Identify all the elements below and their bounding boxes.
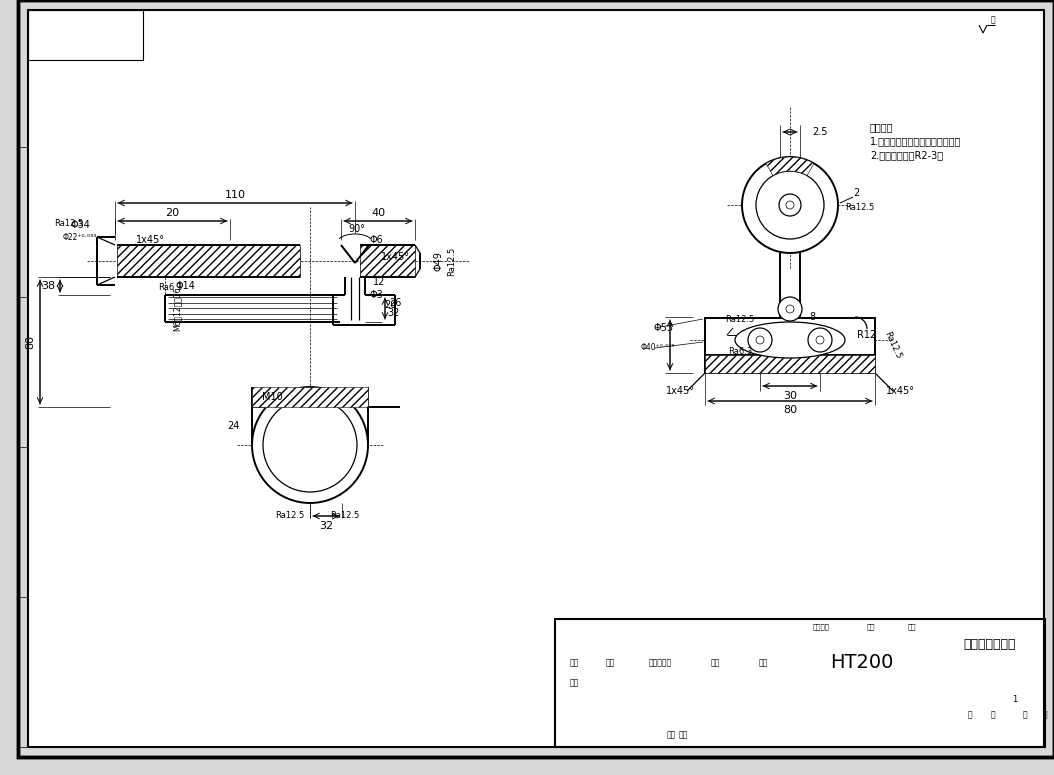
Text: 处数: 处数 <box>606 659 616 667</box>
Circle shape <box>756 336 764 344</box>
Text: Ra12.5: Ra12.5 <box>330 511 359 519</box>
Text: Ra6.3: Ra6.3 <box>728 346 753 356</box>
Wedge shape <box>766 157 814 176</box>
Circle shape <box>786 305 794 313</box>
Circle shape <box>748 328 772 352</box>
Text: 24: 24 <box>228 421 240 431</box>
Text: 重量: 重量 <box>866 624 875 630</box>
Text: Ra12.5: Ra12.5 <box>448 246 456 276</box>
Text: Φ40⁺⁰·⁰³⁹: Φ40⁺⁰·⁰³⁹ <box>641 343 675 353</box>
Circle shape <box>778 297 802 321</box>
Text: 30: 30 <box>783 391 797 401</box>
Bar <box>360 245 415 277</box>
Circle shape <box>786 201 794 209</box>
Text: 32: 32 <box>387 308 399 318</box>
Circle shape <box>816 336 824 344</box>
Text: 签字: 签字 <box>710 659 720 667</box>
Text: 日期: 日期 <box>679 731 687 739</box>
Text: 日期: 日期 <box>759 659 767 667</box>
Circle shape <box>252 387 368 503</box>
Text: Φ14: Φ14 <box>175 281 195 291</box>
Circle shape <box>779 194 801 216</box>
Text: 1x45°: 1x45° <box>885 386 915 396</box>
Bar <box>117 245 300 277</box>
Text: 110: 110 <box>225 190 246 200</box>
Bar <box>28 10 143 60</box>
Text: M6深12螺纹16: M6深12螺纹16 <box>173 286 181 331</box>
Text: 张: 张 <box>991 711 995 719</box>
Text: 1x45°: 1x45° <box>136 235 164 245</box>
Text: 80: 80 <box>783 405 797 415</box>
Text: 20: 20 <box>165 208 179 218</box>
Circle shape <box>808 328 832 352</box>
Text: 共: 共 <box>968 711 972 719</box>
Text: HT200: HT200 <box>829 653 893 673</box>
Text: 技术要求: 技术要求 <box>870 122 894 132</box>
Text: Φ53: Φ53 <box>653 323 674 333</box>
Text: 设计: 设计 <box>569 678 579 687</box>
Circle shape <box>742 157 838 253</box>
Text: Ra6.3: Ra6.3 <box>158 283 182 291</box>
Text: 第: 第 <box>1022 711 1028 719</box>
Text: 批: 批 <box>991 16 995 25</box>
Text: 十字接头零件图: 十字接头零件图 <box>963 639 1016 652</box>
Text: 单位名称: 单位名称 <box>813 624 829 630</box>
Circle shape <box>756 171 824 239</box>
Text: Ra12.5: Ra12.5 <box>883 330 903 360</box>
Ellipse shape <box>735 322 845 358</box>
Text: Ra12.5: Ra12.5 <box>725 315 755 325</box>
Text: 1: 1 <box>1013 694 1017 704</box>
Text: 1x45°: 1x45° <box>665 386 695 396</box>
Text: Φ3: Φ3 <box>369 290 383 300</box>
Text: 1.铸件不得有砂眼、气孔等缺陷。: 1.铸件不得有砂眼、气孔等缺陷。 <box>870 136 961 146</box>
Text: 20: 20 <box>384 300 396 310</box>
Text: M10: M10 <box>261 392 282 402</box>
Circle shape <box>264 398 357 492</box>
Text: 40: 40 <box>371 208 385 218</box>
Bar <box>705 318 875 373</box>
Text: Ra12.5: Ra12.5 <box>54 219 83 228</box>
Text: R12: R12 <box>857 330 877 340</box>
Text: 38: 38 <box>41 281 55 291</box>
Text: 90°: 90° <box>349 224 366 234</box>
Bar <box>705 355 875 373</box>
Text: 2: 2 <box>853 188 859 198</box>
Text: Φ34: Φ34 <box>71 220 90 230</box>
Text: 标记: 标记 <box>569 659 579 667</box>
Text: 更改文件号: 更改文件号 <box>649 659 672 667</box>
Bar <box>252 387 368 407</box>
Text: Ra12.5: Ra12.5 <box>845 202 875 212</box>
Text: 8: 8 <box>808 312 815 322</box>
Text: 80: 80 <box>25 335 35 349</box>
Text: Φ49: Φ49 <box>433 251 443 271</box>
Text: Ra12.5: Ra12.5 <box>275 512 305 521</box>
Text: 2.未注铸造圆角R2-3。: 2.未注铸造圆角R2-3。 <box>870 150 943 160</box>
Text: 日期: 日期 <box>667 731 676 739</box>
Text: 12: 12 <box>373 277 386 287</box>
Text: 1x45°: 1x45° <box>380 252 410 262</box>
Text: Φ22⁺⁰·⁰³³: Φ22⁺⁰·⁰³³ <box>62 232 97 242</box>
Bar <box>555 619 1045 747</box>
Text: 张: 张 <box>1042 711 1048 719</box>
Text: Φ6: Φ6 <box>370 235 384 245</box>
Text: 32: 32 <box>319 521 333 531</box>
Text: 26: 26 <box>389 298 402 308</box>
Text: 2.5: 2.5 <box>813 127 827 137</box>
Text: 比例: 比例 <box>907 624 916 630</box>
